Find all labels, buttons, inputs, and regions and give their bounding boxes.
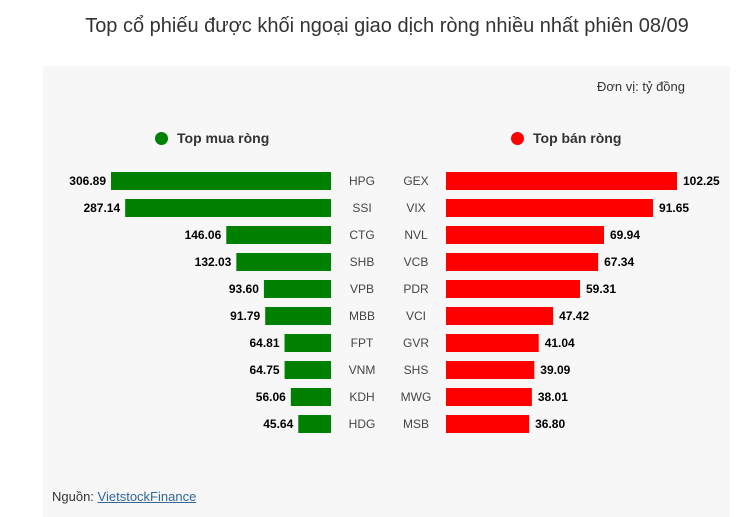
sell-value-label: 91.65 bbox=[659, 201, 689, 215]
buy-category-label: MBB bbox=[349, 309, 375, 323]
sell-bar-VCI bbox=[446, 307, 554, 325]
sell-value-label: 102.25 bbox=[683, 174, 720, 188]
source-note: Nguồn: VietstockFinance bbox=[52, 489, 196, 504]
sell-category-label: GEX bbox=[403, 174, 428, 188]
chart-panel: Đơn vị: tỷ đồng Top mua ròng Top bán ròn… bbox=[43, 66, 730, 517]
buy-value-label: 306.89 bbox=[69, 174, 106, 188]
sell-value-label: 69.94 bbox=[610, 228, 640, 242]
buy-category-label: HDG bbox=[349, 417, 376, 431]
sell-category-label: VCI bbox=[406, 309, 426, 323]
buy-bar-KDH bbox=[290, 388, 331, 406]
buy-bar-MBB bbox=[265, 307, 331, 325]
sell-bar-PDR bbox=[446, 280, 580, 298]
legend-sell: Top bán ròng bbox=[511, 130, 621, 146]
sell-bar-MSB bbox=[446, 415, 530, 433]
buy-value-label: 93.60 bbox=[229, 282, 259, 296]
buy-category-label: KDH bbox=[349, 390, 374, 404]
sell-bar-GVR bbox=[446, 334, 539, 352]
buy-bar-VNM bbox=[284, 361, 331, 379]
buy-value-label: 91.79 bbox=[230, 309, 260, 323]
buy-category-label: HPG bbox=[349, 174, 375, 188]
sell-bar-VIX bbox=[446, 199, 654, 217]
sell-category-label: MWG bbox=[401, 390, 432, 404]
sell-value-label: 39.09 bbox=[540, 363, 570, 377]
legend-sell-label: Top bán ròng bbox=[533, 130, 622, 146]
buy-bar-HPG bbox=[111, 172, 331, 190]
buy-bar-VPB bbox=[263, 280, 331, 298]
legend-buy-label: Top mua ròng bbox=[177, 130, 270, 146]
sell-bar-VCB bbox=[446, 253, 599, 271]
sell-bar-SHS bbox=[446, 361, 535, 379]
sell-category-label: SHS bbox=[404, 363, 429, 377]
buy-bar-FPT bbox=[284, 334, 331, 352]
sell-value-label: 38.01 bbox=[538, 390, 568, 404]
buy-value-label: 64.81 bbox=[250, 336, 280, 350]
buy-category-label: FPT bbox=[351, 336, 374, 350]
legend-buy: Top mua ròng bbox=[155, 130, 269, 146]
buy-category-label: SHB bbox=[350, 255, 375, 269]
sell-category-label: NVL bbox=[404, 228, 428, 242]
unit-label: Đơn vị: tỷ đồng bbox=[596, 79, 685, 94]
buy-category-label: VNM bbox=[349, 363, 376, 377]
buy-value-label: 287.14 bbox=[83, 201, 120, 215]
sell-value-label: 47.42 bbox=[559, 309, 589, 323]
buy-bar-HDG bbox=[298, 415, 331, 433]
buy-bar-SHB bbox=[236, 253, 331, 271]
sell-category-label: VIX bbox=[406, 201, 425, 215]
buy-value-label: 45.64 bbox=[263, 417, 293, 431]
sell-category-label: VCB bbox=[404, 255, 429, 269]
bar-chart: 306.89 HPG 287.14 SSI 146.06 CTG 132.03 SHB 93.6… bbox=[69, 172, 720, 433]
source-label: Nguồn: bbox=[52, 489, 94, 504]
buy-bar-CTG bbox=[226, 226, 331, 244]
source-link[interactable]: VietstockFinance bbox=[97, 489, 197, 504]
buy-bar-SSI bbox=[125, 199, 331, 217]
buy-category-label: CTG bbox=[349, 228, 374, 242]
buy-value-label: 56.06 bbox=[256, 390, 286, 404]
buy-value-label: 146.06 bbox=[185, 228, 222, 242]
buy-value-label: 132.03 bbox=[195, 255, 232, 269]
sell-bar-MWG bbox=[446, 388, 532, 406]
buy-value-label: 64.75 bbox=[250, 363, 280, 377]
legend-sell-dot bbox=[511, 131, 524, 145]
sell-value-label: 67.34 bbox=[604, 255, 634, 269]
buy-category-label: SSI bbox=[352, 201, 371, 215]
sell-bar-NVL bbox=[446, 226, 605, 244]
sell-value-label: 36.80 bbox=[535, 417, 565, 431]
sell-category-label: PDR bbox=[403, 282, 429, 296]
sell-value-label: 41.04 bbox=[545, 336, 575, 350]
chart-title: Top cổ phiếu được khối ngoại giao dịch r… bbox=[85, 15, 689, 37]
legend-buy-dot bbox=[155, 131, 168, 145]
sell-category-label: GVR bbox=[403, 336, 429, 350]
sell-value-label: 59.31 bbox=[586, 282, 616, 296]
buy-category-label: VPB bbox=[350, 282, 374, 296]
sell-bar-GEX bbox=[446, 172, 677, 190]
sell-category-label: MSB bbox=[403, 417, 429, 431]
